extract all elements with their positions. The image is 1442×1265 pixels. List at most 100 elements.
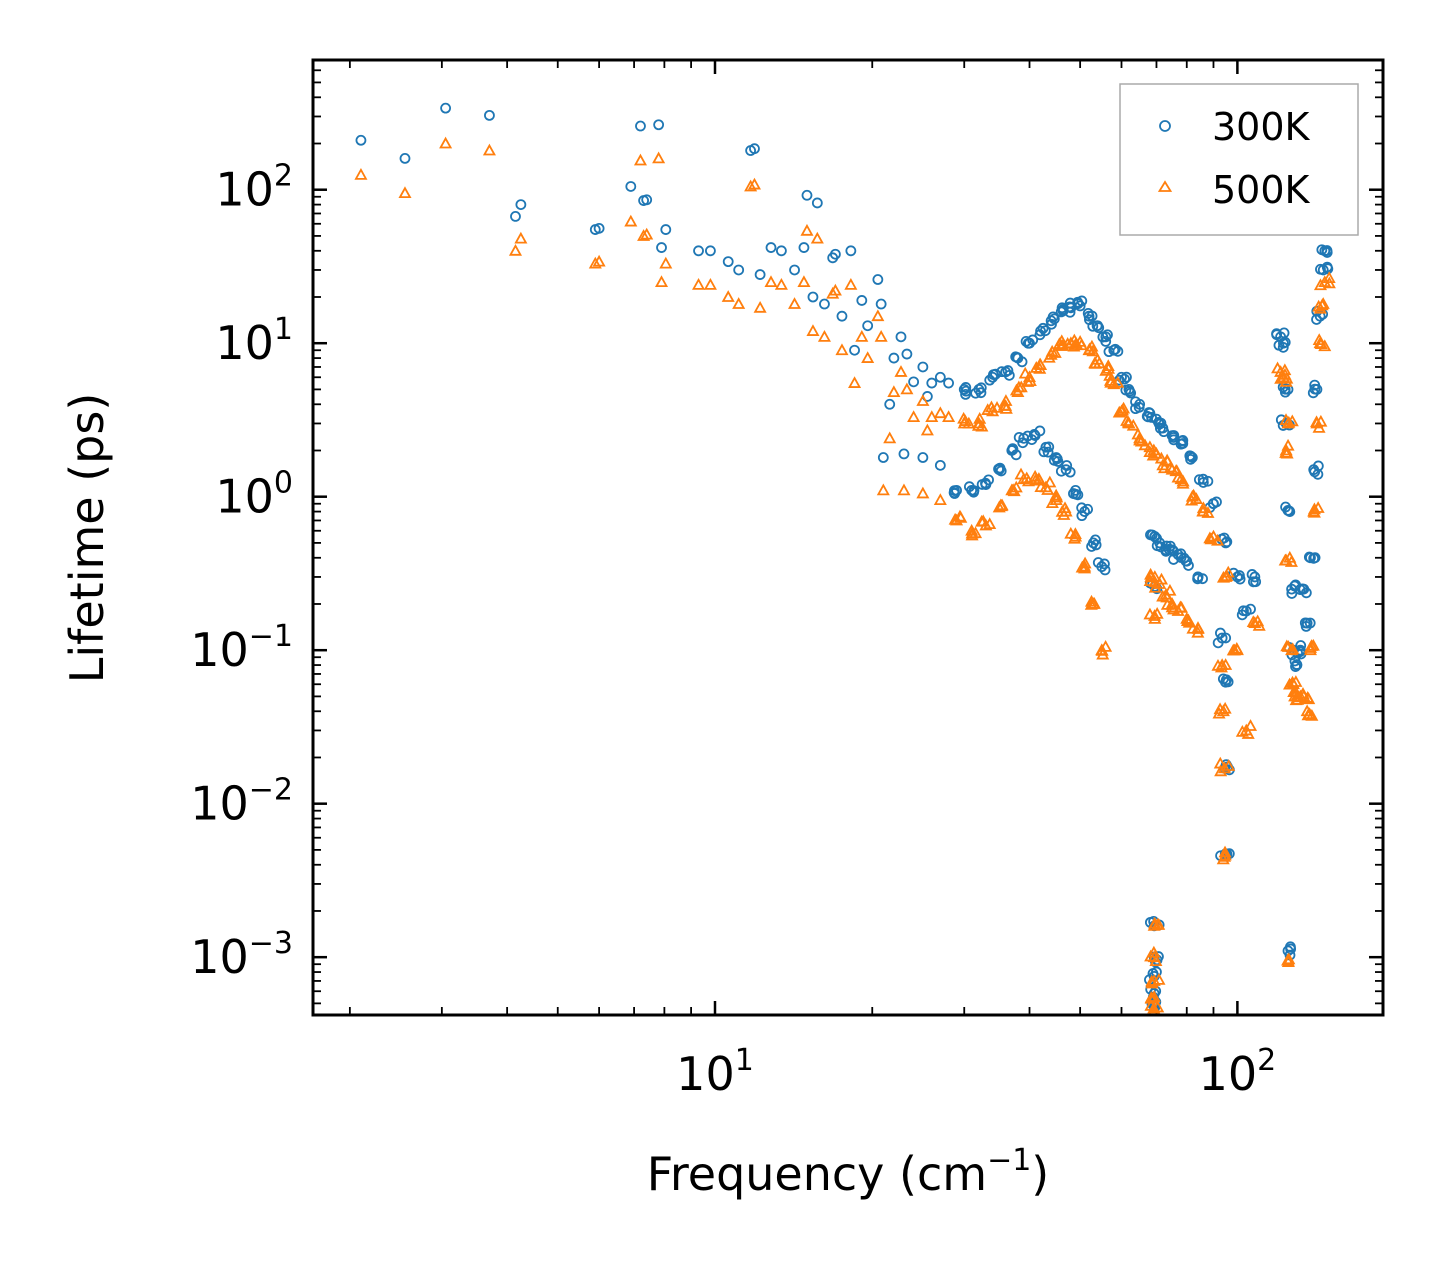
marker-500k [933,493,947,506]
marker-300k [1280,501,1291,513]
y-tick-label: 10−1 [190,619,293,677]
marker-500k [624,214,638,227]
marker-500k [900,382,914,395]
legend-marker-300k [1159,120,1171,132]
legend-label-500k: 500K [1212,168,1311,212]
marker-500k [984,400,999,413]
marker-500k [1154,572,1169,585]
marker-300k [1184,450,1196,462]
marker-300k [856,295,868,306]
marker-300k [798,242,810,253]
marker-500k [1313,278,1328,291]
marker-500k [835,343,849,356]
marker-500k [1150,607,1164,619]
marker-500k [1146,448,1160,461]
marker-500k [1230,641,1244,654]
marker-500k [797,275,811,288]
marker-500k [844,277,858,290]
marker-500k [933,406,947,419]
marker-500k [1182,615,1196,628]
marker-300k [1034,425,1046,437]
marker-300k [960,385,972,397]
marker-300k [1087,320,1099,332]
marker-500k [1143,607,1157,620]
marker-300k [801,189,813,201]
marker-500k [1305,639,1319,651]
x-axis-label-sup: −1 [987,1143,1031,1178]
marker-500k [1284,555,1298,567]
marker-500k [1084,594,1099,607]
marker-500k [1115,403,1129,416]
marker-500k [1050,490,1064,503]
marker-500k [788,297,802,309]
marker-300k [1220,676,1231,688]
marker-300k [660,224,672,235]
tick-labels: 101 102 102 101 100 10−1 10−2 10−3 [190,159,1276,1101]
marker-500k [1196,504,1210,517]
marker-500k [1104,375,1118,388]
marker-300k [653,119,665,131]
marker-500k [1149,446,1163,459]
marker-500k [1111,375,1125,388]
marker-300k [1022,337,1034,349]
marker-500k [894,365,908,377]
x-axis-label-text: Frequency (cm [647,1147,987,1201]
marker-300k [1082,503,1094,515]
marker-500k [1281,953,1295,966]
marker-500k [1107,377,1121,390]
marker-500k [1174,600,1189,613]
marker-500k [1069,336,1083,349]
marker-300k [1076,510,1088,522]
marker-500k [588,256,602,269]
marker-500k [1246,615,1260,627]
marker-500k [1149,954,1163,967]
marker-500k [744,179,758,192]
marker-500k [1279,553,1293,566]
marker-500k [439,136,453,149]
marker-300k [1290,661,1301,672]
marker-300k [625,181,637,192]
marker-500k [1138,438,1152,451]
marker-300k [1300,620,1312,632]
marker-500k [810,231,824,244]
marker-500k [1167,602,1181,615]
marker-500k [861,351,875,363]
marker-300k [1186,452,1198,463]
marker-300k [510,211,521,222]
marker-500k [637,229,651,241]
marker-300k [862,320,874,332]
marker-500k [848,376,862,388]
marker-500k [1279,413,1293,426]
marker-300k [765,242,777,253]
marker-500k [1043,475,1057,488]
marker-500k [1147,1001,1161,1014]
marker-300k [1026,434,1038,445]
marker-500k [973,412,987,424]
marker-500k [1126,418,1140,431]
marker-300k [1180,555,1192,567]
marker-500k [1312,333,1326,345]
marker-500k [957,411,971,424]
marker-300k [1234,570,1245,581]
marker-500k [1144,570,1158,583]
marker-300k [1072,298,1084,310]
marker-500k [1164,460,1178,473]
marker-300k [875,298,887,310]
marker-500k [482,143,496,156]
marker-300k [1316,244,1328,256]
marker-500k [1034,480,1048,493]
marker-500k [732,297,746,309]
marker-500k [514,231,528,244]
marker-500k [592,254,606,267]
marker-500k [1086,344,1100,357]
marker-500k [508,243,523,256]
marker-500k [1095,643,1109,656]
marker-300k [996,366,1008,378]
marker-300k [1294,584,1306,595]
marker-300k [1010,449,1022,461]
marker-500k [1186,621,1200,634]
marker-300k [819,298,830,310]
marker-500k [1219,658,1233,670]
marker-500k [999,402,1013,414]
